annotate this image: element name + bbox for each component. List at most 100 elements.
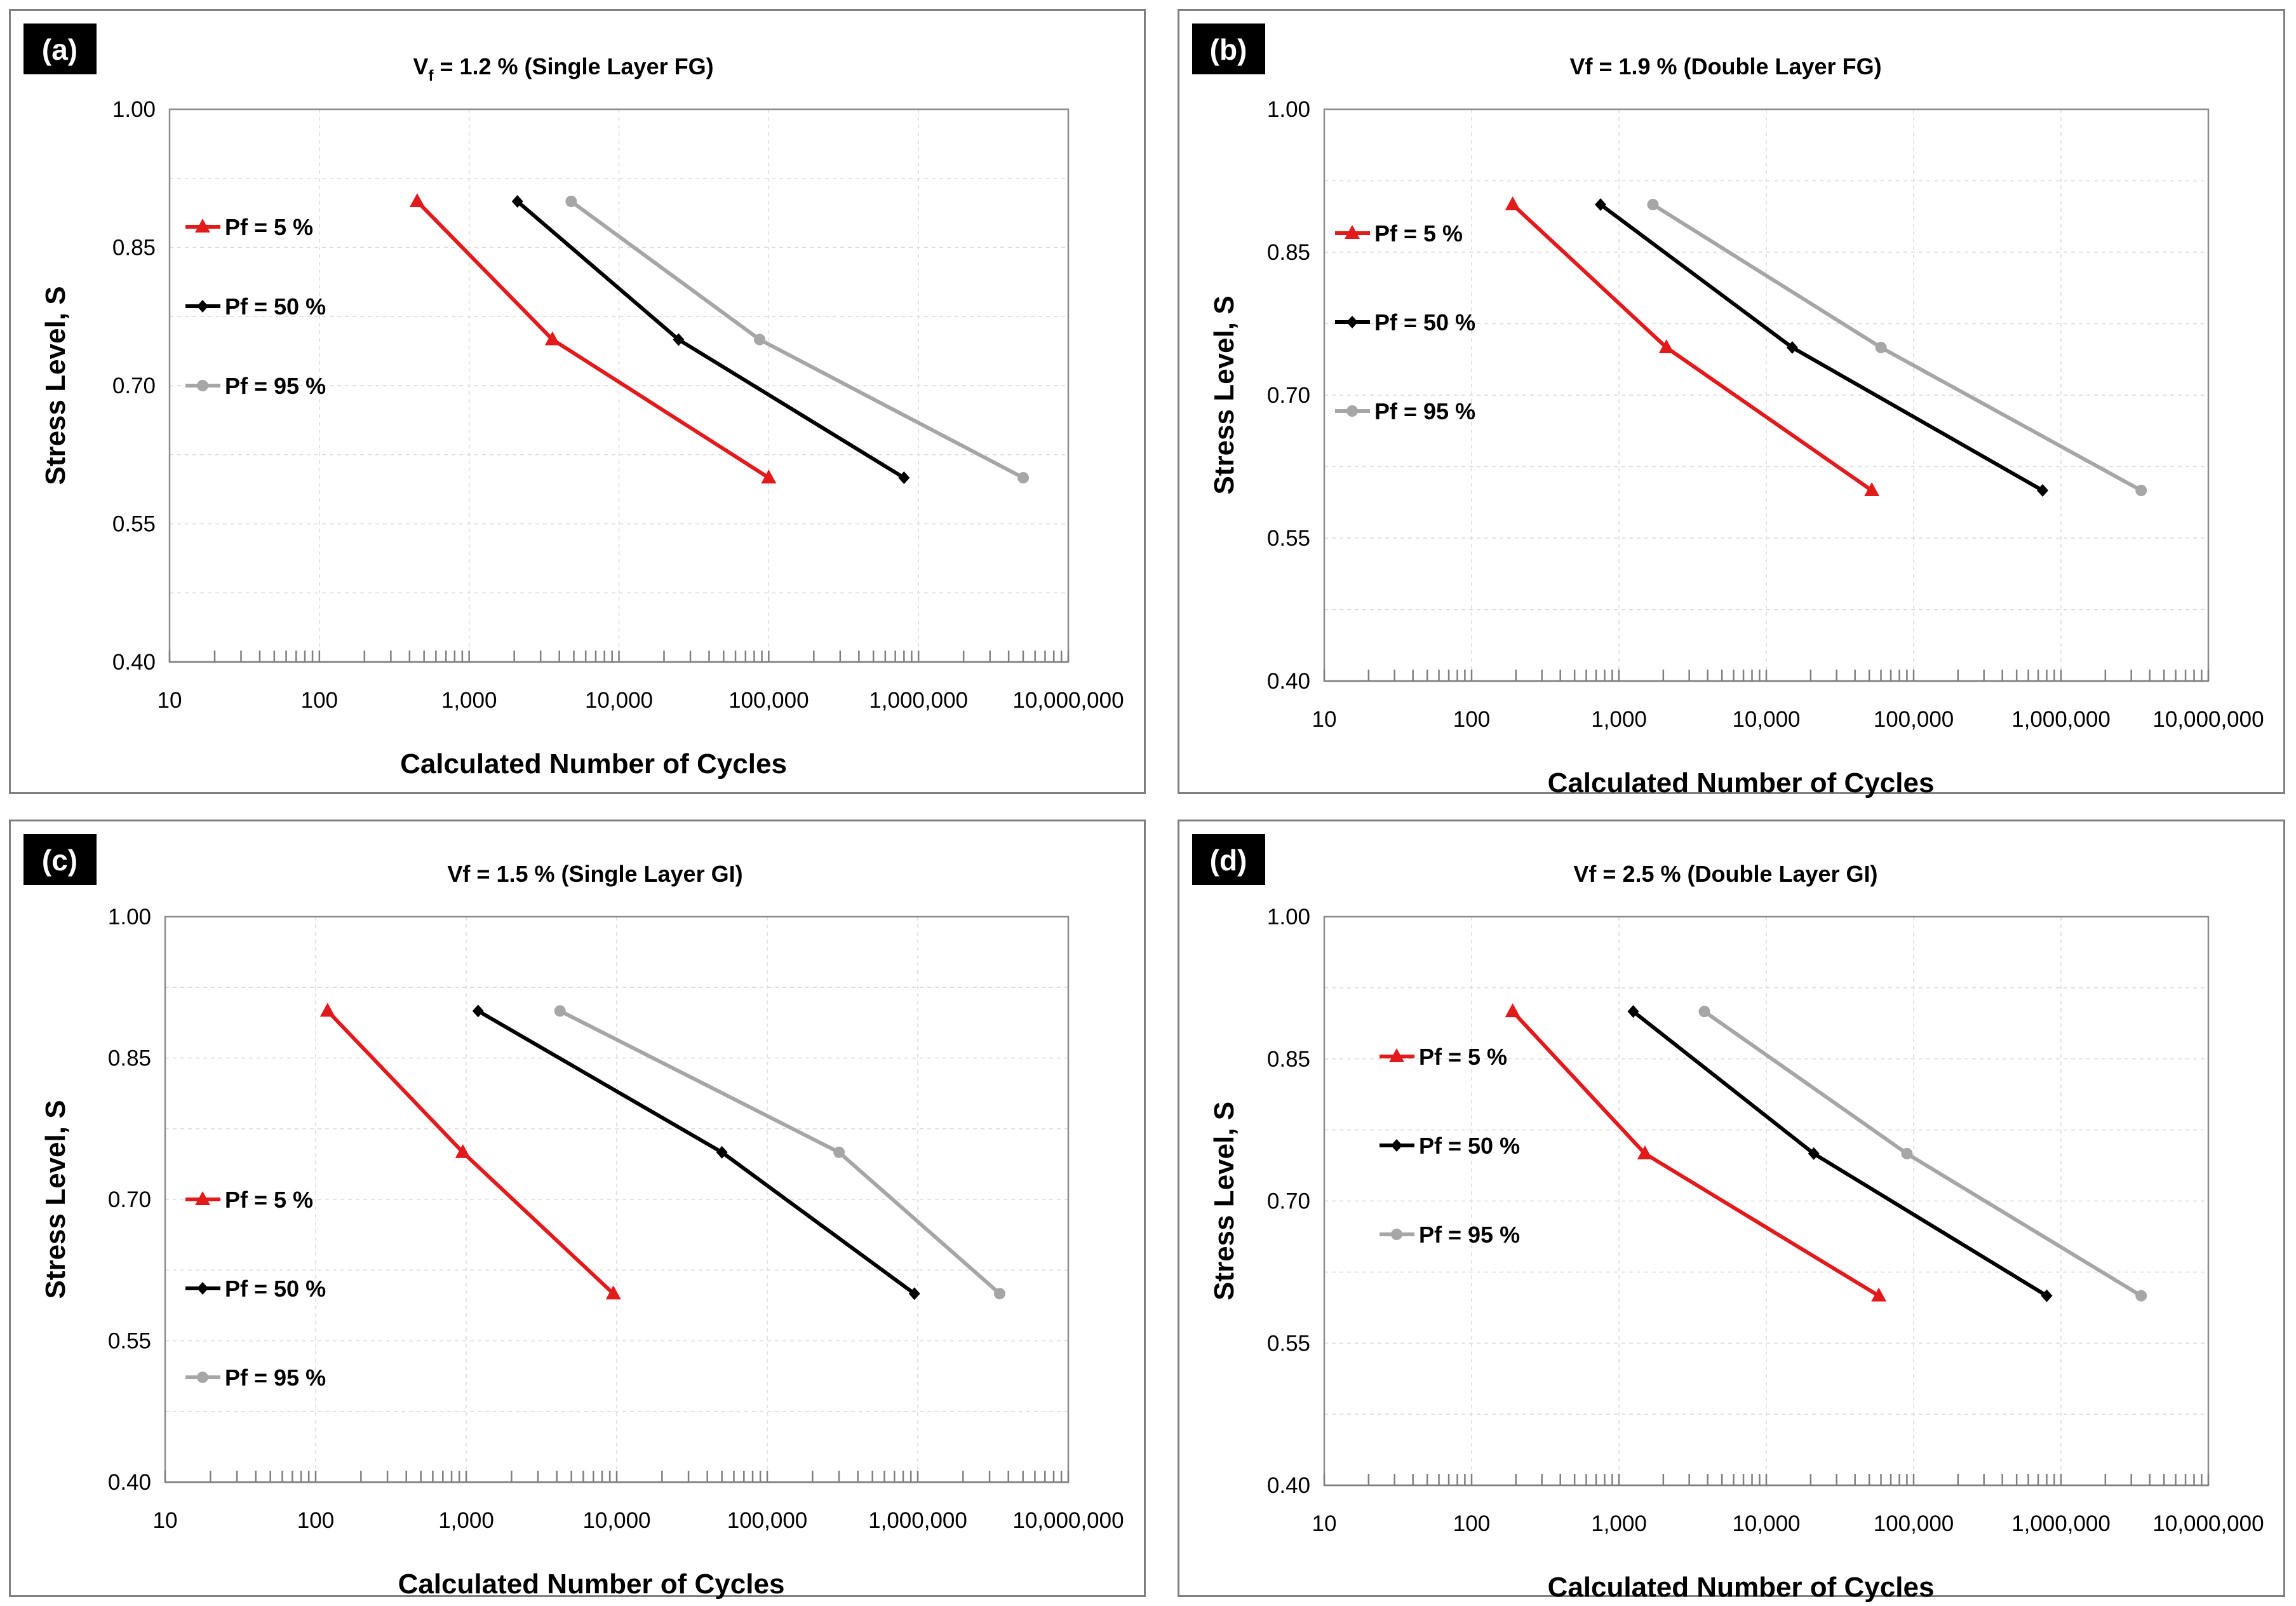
x-tick-label: 1,000,000 [868, 1508, 967, 1533]
data-point-series-1 [1505, 196, 1521, 210]
chart-panel-a: (a) Vf = 1.2 % (Single Layer FG) 10 100 1,00… [9, 9, 1146, 794]
x-axis-label: Calculated Number of Cycles [398, 1569, 785, 1600]
x-tick-label: 10,000,000 [1012, 1508, 1124, 1533]
legend-swatch-marker [197, 300, 208, 313]
legend-label: Pf = 50 % [225, 1276, 326, 1302]
x-tick-label: 10,000 [582, 1508, 650, 1533]
chart-panel-c: (c) Vf = 1.5 % (Single Layer GI) 10 100 1,00… [9, 820, 1146, 1600]
legend-swatch-marker [197, 380, 208, 391]
x-tick-label: 1,000,000 [2011, 707, 2111, 732]
x-tick-label: 10 [1312, 707, 1337, 732]
x-tick-label: 10,000 [1732, 1511, 1800, 1536]
x-tick-label: 10,000,000 [1012, 688, 1124, 713]
data-point-series-2 [2037, 484, 2049, 497]
legend-swatch-marker [1391, 1139, 1402, 1152]
series-line-3 [1703, 1009, 2142, 1298]
y-tick-label: 0.55 [112, 512, 156, 537]
y-tick-label: 0.40 [112, 650, 156, 675]
panel-badge-bg [23, 24, 97, 74]
legend-label: Pf = 5 % [1374, 220, 1463, 246]
legend-label: Pf = 95 % [225, 373, 326, 399]
series-line-2 [516, 199, 905, 480]
panel-badge-bg [1192, 24, 1265, 74]
x-tick-label: 100,000 [728, 688, 809, 713]
legend-swatch-marker [197, 1282, 208, 1295]
y-axis-label: Stress Level, S [40, 1100, 71, 1299]
legend-swatch-marker [1389, 1048, 1404, 1062]
y-tick-label: 1.00 [112, 97, 156, 122]
data-point-series-2 [908, 1287, 920, 1300]
series-line-1 [415, 199, 770, 480]
series-line-3 [570, 199, 1024, 480]
legend-swatch-marker [1346, 316, 1358, 328]
legend-label: Pf = 50 % [1374, 309, 1475, 335]
data-point-series-3 [1017, 472, 1030, 483]
legend-label: Pf = 50 % [1419, 1133, 1520, 1159]
y-tick-label: 0.40 [108, 1470, 151, 1495]
y-tick-label: 0.70 [1267, 383, 1310, 408]
chart-svg-d: (d) Vf = 2.5 % (Double Layer GI) 10 100 1,00… [1192, 834, 2264, 1603]
x-tick-label: 1,000 [438, 1508, 494, 1533]
chart-svg-b: (b) Vf = 1.9 % (Double Layer FG) 10 100 1,00… [1192, 24, 2264, 799]
chart-svg-c: (c) Vf = 1.5 % (Single Layer GI) 10 100 1,00… [23, 834, 1124, 1600]
data-point-series-1 [761, 469, 777, 483]
x-tick-label: 10,000,000 [2152, 1511, 2264, 1536]
y-tick-label: 0.55 [1267, 1331, 1310, 1356]
chart-panel-d: (d) Vf = 2.5 % (Double Layer GI) 10 100 1,00… [1178, 820, 2285, 1603]
legend-label: Pf = 50 % [225, 294, 326, 320]
x-tick-label: 10,000,000 [2152, 707, 2264, 732]
data-point-series-3 [1875, 342, 1887, 353]
legend-swatch-marker [1345, 225, 1360, 239]
data-point-series-2 [673, 333, 685, 346]
x-tick-label: 100,000 [1874, 1511, 1954, 1536]
legend-swatch-marker [1346, 405, 1358, 417]
data-point-series-2 [472, 1004, 484, 1018]
legend-label: Pf = 95 % [1374, 398, 1475, 424]
x-tick-label: 10,000 [1732, 707, 1800, 732]
y-axis-label: Stress Level, S [1209, 295, 1240, 494]
x-tick-label: 1,000,000 [2011, 1511, 2111, 1536]
data-point-series-2 [1595, 198, 1607, 211]
data-point-series-3 [554, 1005, 566, 1017]
data-point-series-3 [754, 334, 766, 346]
data-point-series-3 [2135, 1290, 2147, 1302]
x-axis-label: Calculated Number of Cycles [400, 748, 787, 779]
series-line-2 [1632, 1009, 2048, 1298]
x-tick-label: 100 [1453, 707, 1490, 732]
y-tick-label: 0.85 [1267, 240, 1310, 265]
data-point-series-1 [1505, 1003, 1521, 1018]
y-tick-label: 0.70 [1267, 1189, 1310, 1214]
x-axis-label: Calculated Number of Cycles [1548, 1572, 1935, 1603]
series-line-1 [1511, 1010, 1880, 1298]
chart-svg-a: (a) Vf = 1.2 % (Single Layer FG) 10 100 1,00… [23, 24, 1124, 779]
data-point-series-1 [409, 193, 425, 207]
x-tick-label: 10 [1312, 1511, 1337, 1536]
data-point-series-2 [898, 471, 910, 484]
x-tick-label: 10 [153, 1508, 178, 1533]
x-tick-label: 1,000 [1591, 1511, 1647, 1536]
x-tick-label: 10 [158, 688, 182, 713]
x-tick-label: 100 [297, 1508, 334, 1533]
y-tick-label: 0.85 [108, 1046, 151, 1071]
x-tick-label: 10,000 [585, 688, 653, 713]
legend-label: Pf = 95 % [1419, 1222, 1520, 1248]
y-axis-label: Stress Level, S [40, 286, 71, 485]
data-point-series-3 [1698, 1006, 1710, 1018]
y-tick-label: 0.55 [108, 1329, 151, 1354]
panel-label: (b) [1210, 33, 1247, 66]
legend-label: Pf = 5 % [1419, 1044, 1507, 1070]
data-point-series-1 [544, 331, 560, 346]
x-tick-label: 1,000 [1591, 707, 1647, 732]
data-point-series-1 [1871, 1287, 1887, 1302]
chart-title: Vf = 2.5 % (Double Layer GI) [1573, 861, 1877, 887]
y-tick-label: 0.40 [1267, 669, 1310, 694]
data-point-series-3 [2135, 485, 2147, 496]
y-tick-label: 0.85 [112, 236, 156, 260]
legend-swatch-marker [197, 1372, 208, 1383]
data-point-series-2 [1786, 341, 1798, 354]
chart-panel-b: (b) Vf = 1.9 % (Double Layer FG) 10 100 1,00… [1178, 9, 2285, 799]
legend-label: Pf = 5 % [225, 1187, 313, 1213]
y-tick-label: 0.70 [108, 1187, 151, 1212]
panel-label: (c) [42, 844, 77, 877]
data-point-series-1 [1864, 482, 1880, 496]
